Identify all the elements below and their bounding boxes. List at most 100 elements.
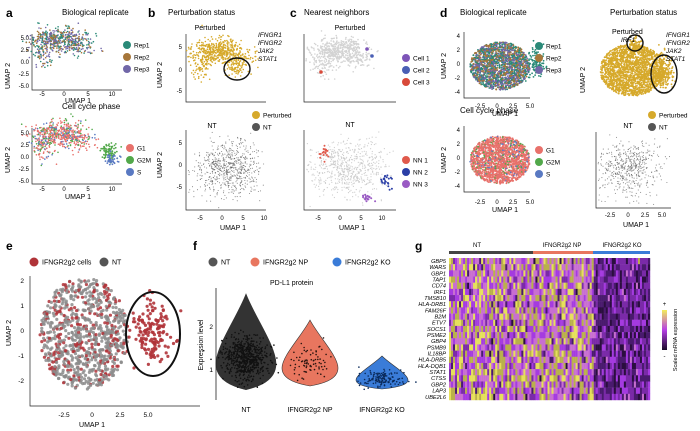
b-point-nt <box>223 198 225 201</box>
a-point-replicate <box>77 42 80 45</box>
a-point-g2m <box>103 149 105 152</box>
a-point-g2m <box>114 151 116 154</box>
c-point-nt <box>353 150 355 152</box>
b-point-nt <box>244 149 246 151</box>
c-point-nt <box>358 139 360 141</box>
c-point-nt <box>367 177 369 179</box>
a-point-replicate <box>60 31 62 33</box>
a-point-phase <box>47 128 50 130</box>
a-point-replicate <box>77 22 80 25</box>
b-point-nt <box>231 170 233 172</box>
b-point-perturbed <box>224 40 227 42</box>
a-point-replicate <box>61 48 63 50</box>
c-point-nt <box>380 177 382 179</box>
a-point-phase <box>44 145 46 148</box>
a-point-phase <box>43 143 45 145</box>
a-point-replicate <box>41 65 43 68</box>
c-point-nt <box>317 151 319 153</box>
b-point-nt <box>242 167 244 169</box>
b-point-nt <box>210 177 212 179</box>
b-point-nt <box>217 147 219 149</box>
a-point-phase <box>44 131 47 134</box>
c-point-nn3 <box>368 195 371 198</box>
c-point-nt <box>333 141 335 143</box>
c-point-perturbed <box>310 53 313 56</box>
a-point-phase <box>43 137 46 140</box>
a-point-phase <box>69 135 72 137</box>
c-point-cell1 <box>365 47 369 51</box>
c-point-nt <box>365 151 367 153</box>
b-point-nt <box>206 154 208 156</box>
b-point-perturbed <box>248 54 250 57</box>
c-point-nt <box>330 152 333 154</box>
a-point-phase <box>83 143 86 145</box>
c-point-perturbed <box>317 56 319 59</box>
a-point-phase <box>56 124 59 127</box>
scatter-layer <box>20 22 676 407</box>
a-point-phase <box>86 136 88 139</box>
c-point-perturbed <box>358 51 361 54</box>
b-point-perturbed <box>234 76 237 78</box>
c-point-nt <box>372 183 374 185</box>
a-point-replicate <box>25 41 28 44</box>
a-point-phase <box>36 133 39 136</box>
b-point-nt <box>254 171 256 173</box>
b-point-nt <box>232 182 234 184</box>
c-point-nt <box>342 176 345 178</box>
c-point-nt <box>354 168 356 170</box>
c-point-nt <box>382 161 384 163</box>
b-point-nt <box>207 159 209 162</box>
b-point-perturbed <box>232 55 234 57</box>
a-point-replicate <box>49 44 52 47</box>
b-point-nt <box>245 145 247 147</box>
c-point-nt <box>318 181 320 183</box>
b-point-nt <box>223 177 225 179</box>
b-point-perturbed <box>215 38 217 40</box>
a-point-replicate <box>59 53 61 56</box>
c-point-nt <box>375 173 377 175</box>
b-point-nt <box>237 137 239 139</box>
b-point-perturbed <box>231 43 233 45</box>
c-point-nt <box>347 152 349 154</box>
b-point-nt <box>232 141 234 143</box>
b-point-nt <box>231 153 233 155</box>
b-point-perturbed <box>228 42 230 44</box>
a-point-replicate <box>43 62 46 65</box>
b-point-nt <box>226 155 228 157</box>
b-point-perturbed <box>220 42 223 45</box>
b-point-nt <box>223 172 225 174</box>
c-point-nt <box>339 174 341 176</box>
c-point-perturbed <box>347 54 349 57</box>
b-point-nt <box>226 167 228 169</box>
c-point-nt <box>328 171 331 173</box>
a-point-phase <box>37 142 40 145</box>
a-point-replicate <box>83 52 85 54</box>
c-point-nt <box>312 168 315 170</box>
a-point-phase <box>49 143 51 146</box>
a-point-phase <box>50 126 52 129</box>
c-point-perturbed <box>353 46 355 48</box>
b-point-perturbed <box>207 38 209 41</box>
c-point-nt <box>339 167 341 169</box>
a-point-replicate <box>52 46 55 48</box>
b-point-perturbed <box>240 47 242 49</box>
b-point-nt <box>217 154 219 156</box>
b-point-perturbed <box>237 45 239 47</box>
a-point-replicate <box>70 36 73 38</box>
c-point-nt <box>348 179 350 181</box>
c-point-nt <box>325 165 327 168</box>
b-point-nt <box>222 165 225 167</box>
b-point-perturbed <box>228 35 230 38</box>
c-point-nt <box>357 151 359 153</box>
a-point-replicate <box>85 32 87 35</box>
c-point-perturbed <box>316 55 318 57</box>
c-point-nt <box>339 179 341 181</box>
c-point-nt <box>386 153 388 155</box>
b-point-nt <box>232 191 234 193</box>
c-point-perturbed <box>318 59 320 61</box>
a-point-phase <box>33 128 35 131</box>
c-point-nt <box>360 169 362 171</box>
a-point-replicate <box>58 56 60 58</box>
b-point-nt <box>235 168 237 171</box>
b-point-perturbed <box>226 51 229 54</box>
